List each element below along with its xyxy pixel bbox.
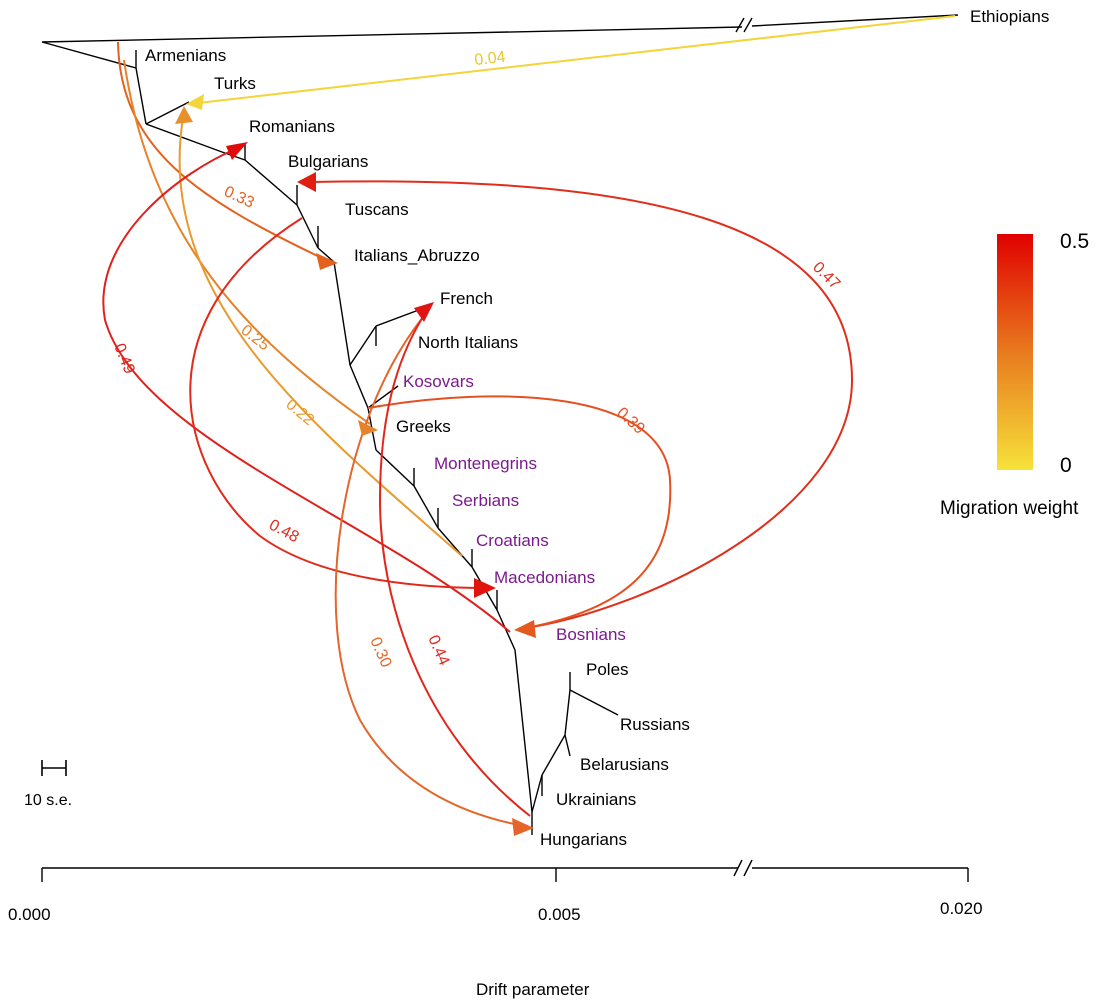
arrowhead-hungarians [512,818,534,836]
branch-node-ukrainians [531,774,543,813]
population-labels: Ethiopians Armenians Turks Romanians Bul… [145,7,1049,849]
label-italians-abruzzo: Italians_Abruzzo [354,246,480,265]
scale-bar: 10 s.e. [24,760,72,809]
branch-turks [145,101,190,125]
branch-node-bosnians [496,609,516,651]
tree-branches [41,14,959,835]
weight-label-039: 0.39 [613,404,648,438]
arrowhead-macedonians [474,578,496,598]
branch-node-belarusians [541,734,566,776]
arrowhead-abruzzo [316,253,338,270]
label-bulgarians: Bulgarians [288,152,368,171]
weight-label-004: 0.04 [474,49,507,69]
arrowhead-bulgarians [297,172,316,192]
axis-break-lower-2 [743,859,753,877]
branch-russians [569,689,619,716]
axis-title: Drift parameter [476,980,590,999]
legend-min-label: 0 [1060,454,1072,477]
arrowhead-bosnians [514,620,536,638]
label-armenians: Armenians [145,46,226,65]
axis-tick-label-0: 0.000 [8,905,51,924]
migration-edge-047 [309,180,854,630]
axis-tick-labels: 0.000 0.005 0.020 [8,899,983,924]
branch-node-poles [564,689,571,736]
branch-node-turks [135,67,147,125]
branch-node-serbians [413,485,439,529]
arrowhead-romanians [226,142,248,160]
axis-break-lower [733,859,743,877]
migration-edge-033 [117,41,327,261]
label-serbians: Serbians [452,491,519,510]
migration-edge-025 [123,59,371,425]
label-hungarians: Hungarians [540,830,627,849]
branch-node-romanians [145,123,223,153]
legend-color-bar [997,234,1033,470]
label-turks: Turks [214,74,256,93]
migration-edge-039 [367,395,672,629]
weight-label-047: 0.47 [809,259,843,293]
label-north-italians: North Italians [418,333,518,352]
weight-label-025: 0.25 [238,322,273,355]
label-french: French [440,289,493,308]
label-ethiopians: Ethiopians [970,7,1049,26]
label-bosnians: Bosnians [556,625,626,644]
arrowhead-french [414,302,434,322]
label-poles: Poles [586,660,629,679]
weight-label-044: 0.44 [424,633,452,668]
label-tuscans: Tuscans [345,200,409,219]
branch-node-tuscans [296,204,319,249]
branch-node-french [349,325,377,366]
branch-node-abruzzo [317,247,335,263]
weight-label-049: 0.49 [110,341,137,376]
axis-tick-label-2: 0.020 [940,899,983,918]
weight-label-030: 0.30 [366,635,394,670]
label-macedonians: Macedonians [494,568,595,587]
migration-edge-004 [197,15,956,104]
scale-bar-label: 10 s.e. [24,792,72,809]
branch-root-armenians [41,41,137,69]
weight-label-022: 0.22 [282,396,317,429]
migration-arrowheads [175,94,536,836]
branch-node-hungarians [514,649,533,813]
migration-weight-legend: 0.5 0 Migration weight [940,230,1089,519]
axis-break-upper [735,17,745,33]
branch-node-kosovars [349,364,369,409]
label-montenegrins: Montenegrins [434,454,537,473]
arrowhead-turks-004 [186,94,204,110]
arrowhead-turks-022 [175,106,193,124]
axis-tick-label-1: 0.005 [538,905,581,924]
migration-edge-030 [334,315,525,827]
label-greeks: Greeks [396,417,451,436]
label-kosovars: Kosovars [403,372,474,391]
branch-ethiopians-far [751,14,959,27]
axis-break-upper-2 [743,17,753,33]
legend-title: Migration weight [940,498,1079,519]
migration-edge-048 [189,217,487,589]
drift-axis [41,859,969,882]
label-belarusians: Belarusians [580,755,669,774]
branch-ethiopians [41,26,743,43]
label-ukrainians: Ukrainians [556,790,636,809]
label-romanians: Romanians [249,117,335,136]
legend-max-label: 0.5 [1060,230,1089,253]
migration-edge-022 [178,111,463,557]
branch-node-croatians [437,527,473,568]
label-russians: Russians [620,715,690,734]
migration-edge-049 [102,147,511,633]
weight-label-048: 0.48 [266,517,302,547]
migration-edge-044 [378,311,531,817]
branch-belarusians [564,734,571,757]
arrowhead-greeks [358,420,378,436]
branch-node-abruzzo-2 [333,261,351,366]
branch-node-bulgarians [244,159,298,206]
label-croatians: Croatians [476,531,549,550]
migration-weight-labels: 0.04 0.33 0.25 0.22 0.49 0.48 0.47 0.39 … [110,49,843,670]
migration-edges [102,15,956,827]
